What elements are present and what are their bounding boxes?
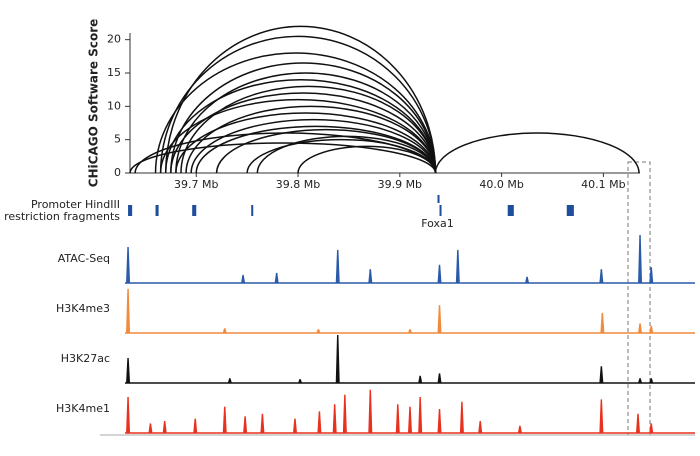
signal-peak bbox=[243, 416, 248, 433]
signal-peak bbox=[368, 389, 373, 433]
x-tick-label: 40.1 Mb bbox=[581, 178, 625, 191]
signal-peak bbox=[408, 329, 412, 333]
signal-peak bbox=[525, 276, 530, 283]
track-label: H3K27ac bbox=[61, 352, 110, 365]
signal-peak bbox=[437, 264, 442, 283]
track-label: H3K4me1 bbox=[56, 402, 110, 415]
signal-peak bbox=[126, 288, 131, 333]
signal-peak bbox=[162, 421, 167, 433]
restriction-fragment bbox=[437, 195, 440, 203]
signal-peak bbox=[638, 235, 643, 283]
signal-peak bbox=[126, 247, 131, 283]
signal-peak bbox=[316, 329, 321, 333]
signal-peak bbox=[649, 423, 654, 433]
x-tick-label: 39.9 Mb bbox=[378, 178, 422, 191]
interaction-arc bbox=[154, 52, 437, 174]
signal-peak bbox=[395, 404, 400, 433]
signal-peak bbox=[418, 375, 423, 383]
interaction-arc bbox=[134, 132, 437, 174]
signal-peak bbox=[599, 399, 604, 433]
interaction-arc bbox=[434, 132, 640, 174]
signal-peak bbox=[599, 366, 604, 383]
signal-peak bbox=[222, 328, 227, 333]
interaction-arc bbox=[185, 105, 437, 174]
restriction-fragment bbox=[128, 205, 133, 216]
signal-peak bbox=[241, 274, 246, 283]
restriction-fragment bbox=[251, 205, 254, 216]
y-axis-label: CHiCAGO Software Score bbox=[87, 19, 101, 188]
signal-peak bbox=[335, 249, 340, 283]
signal-peak bbox=[148, 423, 153, 433]
interaction-arc bbox=[170, 62, 437, 174]
signal-peak bbox=[368, 269, 373, 283]
interaction-arc bbox=[129, 142, 437, 174]
signal-peak bbox=[298, 379, 303, 383]
signal-peak bbox=[459, 401, 464, 433]
x-tick-label: 39.7 Mb bbox=[174, 178, 218, 191]
interaction-arc bbox=[159, 99, 437, 174]
interaction-arc bbox=[256, 135, 437, 174]
signal-peak bbox=[292, 418, 297, 433]
signal-peak bbox=[227, 378, 232, 383]
signal-peak bbox=[638, 323, 643, 333]
signal-peak bbox=[437, 305, 442, 333]
signal-peak bbox=[418, 397, 423, 433]
x-tick-label: 40.0 Mb bbox=[479, 178, 523, 191]
interaction-arc bbox=[215, 129, 437, 174]
interaction-arc bbox=[164, 25, 437, 174]
signal-peak bbox=[126, 397, 131, 433]
y-tick-label: 5 bbox=[114, 133, 121, 146]
restriction-fragment bbox=[192, 205, 197, 216]
signal-peak bbox=[222, 406, 227, 433]
restriction-fragment bbox=[566, 205, 574, 216]
signal-peak bbox=[408, 406, 412, 433]
signal-peak bbox=[193, 418, 198, 433]
track-label: ATAC-Seq bbox=[58, 252, 110, 265]
signal-peak bbox=[455, 249, 460, 283]
interaction-arc bbox=[170, 92, 437, 174]
signal-peak bbox=[478, 421, 483, 433]
restriction-fragment bbox=[507, 205, 514, 216]
signal-peak bbox=[317, 411, 322, 433]
track-label: restriction fragments bbox=[4, 210, 120, 223]
signal-peak bbox=[636, 413, 640, 433]
interaction-arc bbox=[164, 78, 437, 174]
interaction-arc bbox=[190, 119, 437, 174]
signal-peak bbox=[332, 404, 337, 433]
signal-peak bbox=[600, 312, 605, 333]
signal-peak bbox=[335, 335, 340, 383]
signal-peak bbox=[649, 267, 654, 283]
interaction-arc bbox=[297, 145, 437, 174]
signal-peak bbox=[599, 269, 604, 283]
signal-peak bbox=[649, 378, 654, 383]
signal-peak bbox=[437, 373, 442, 383]
y-tick-label: 0 bbox=[114, 166, 121, 179]
signal-peak bbox=[437, 409, 442, 433]
y-tick-label: 10 bbox=[107, 99, 121, 112]
track-label: H3K4me3 bbox=[56, 302, 110, 315]
interaction-arc bbox=[180, 85, 437, 174]
track-label: Promoter HindIII bbox=[31, 198, 120, 211]
y-tick-label: 20 bbox=[107, 33, 121, 46]
signal-peak bbox=[342, 394, 347, 433]
interaction-arc bbox=[175, 112, 437, 174]
restriction-fragment bbox=[439, 205, 442, 216]
signal-peak bbox=[260, 413, 265, 433]
signal-peak bbox=[638, 378, 643, 383]
signal-peak bbox=[274, 272, 279, 283]
x-tick-label: 39.8 Mb bbox=[276, 178, 320, 191]
restriction-fragment bbox=[155, 205, 159, 216]
highlight-box bbox=[627, 161, 651, 436]
gene-label: Foxa1 bbox=[421, 217, 454, 230]
interaction-arc bbox=[175, 72, 437, 174]
signal-peak bbox=[126, 358, 131, 383]
y-tick-label: 15 bbox=[107, 66, 121, 79]
signal-peak bbox=[517, 425, 522, 433]
signal-peak bbox=[649, 325, 654, 333]
